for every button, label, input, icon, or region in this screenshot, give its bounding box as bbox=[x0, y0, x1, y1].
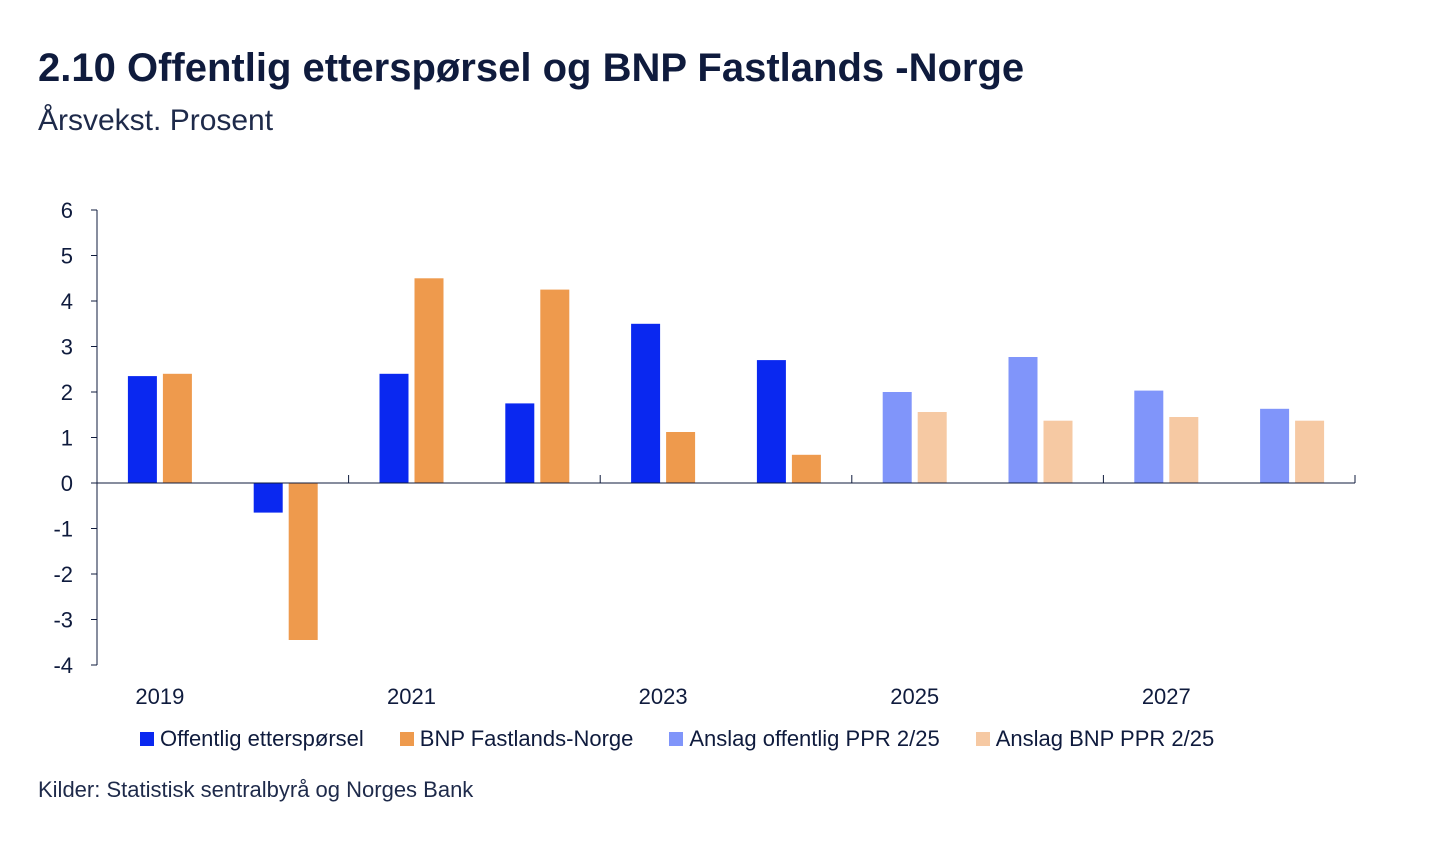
y-tick-label: -4 bbox=[53, 653, 73, 678]
bar-anslag-offentlig-ppr-2-25-2028 bbox=[1260, 408, 1290, 483]
bar-offentlig-ettersp-rsel-2024 bbox=[756, 360, 786, 483]
x-tick-label: 2027 bbox=[1142, 684, 1191, 709]
y-axis-labels: 6 5 4 3 2 1 0 -1 -2 -3 -4 bbox=[53, 198, 73, 678]
bar-anslag-bnp-ppr-2-25-2026 bbox=[1043, 420, 1073, 483]
bar-bnp-fastlands-norge-2019 bbox=[162, 373, 192, 483]
x-tick-label: 2021 bbox=[387, 684, 436, 709]
legend-swatch-anslag-bnp bbox=[975, 732, 990, 746]
x-tick-label: 2019 bbox=[135, 684, 184, 709]
legend-swatch-anslag-offentlig bbox=[669, 732, 684, 746]
legend-item-bnp: BNP Fastlands-Norge bbox=[399, 726, 634, 752]
y-tick-label: -1 bbox=[53, 517, 73, 542]
bar-offentlig-ettersp-rsel-2020 bbox=[253, 483, 283, 513]
y-tick-label: 1 bbox=[61, 426, 73, 451]
y-tick-label: 0 bbox=[61, 471, 73, 496]
bar-anslag-bnp-ppr-2-25-2025 bbox=[917, 412, 947, 483]
bar-offentlig-ettersp-rsel-2021 bbox=[379, 373, 409, 483]
x-tick-label: 2025 bbox=[890, 684, 939, 709]
y-tick-label: 6 bbox=[61, 198, 73, 223]
bar-bnp-fastlands-norge-2023 bbox=[666, 432, 696, 483]
y-tick-label: 5 bbox=[61, 244, 73, 269]
legend-label-offentlig: Offentlig etterspørsel bbox=[160, 726, 364, 751]
bar-bnp-fastlands-norge-2024 bbox=[791, 454, 821, 483]
source-note: Kilder: Statistisk sentralbyrå og Norges… bbox=[38, 777, 474, 802]
legend-swatch-offentlig bbox=[140, 732, 154, 746]
bar-anslag-offentlig-ppr-2-25-2025 bbox=[882, 392, 912, 483]
x-axis-labels: 2019 2021 2023 2025 2027 bbox=[135, 684, 1190, 709]
legend-item-anslag-bnp: Anslag BNP PPR 2/25 bbox=[975, 726, 1215, 752]
x-tick-label: 2023 bbox=[639, 684, 688, 709]
chart-subtitle: Årsvekst. Prosent bbox=[38, 104, 274, 137]
bar-bnp-fastlands-norge-2021 bbox=[414, 278, 444, 484]
legend: Offentlig etterspørsel BNP Fastlands-Nor… bbox=[140, 726, 1250, 752]
legend-swatch-bnp bbox=[399, 732, 414, 746]
legend-item-anslag-offentlig: Anslag offentlig PPR 2/25 bbox=[669, 726, 940, 752]
legend-item-offentlig: Offentlig etterspørsel bbox=[140, 726, 364, 752]
bar-offentlig-ettersp-rsel-2023 bbox=[631, 323, 661, 484]
bar-bnp-fastlands-norge-2020 bbox=[288, 483, 318, 640]
axes-layer bbox=[91, 209, 1356, 666]
y-tick-label: 3 bbox=[61, 335, 73, 360]
y-tick-label: 2 bbox=[61, 380, 73, 405]
bar-offentlig-ettersp-rsel-2022 bbox=[505, 403, 535, 483]
y-tick-label: 4 bbox=[61, 289, 73, 314]
bar-offentlig-ettersp-rsel-2019 bbox=[127, 376, 157, 483]
bar-bnp-fastlands-norge-2022 bbox=[540, 289, 570, 483]
legend-label-anslag-offentlig: Anslag offentlig PPR 2/25 bbox=[689, 726, 940, 751]
bars-layer bbox=[127, 278, 1325, 640]
y-tick-label: -3 bbox=[53, 608, 73, 633]
bar-anslag-offentlig-ppr-2-25-2026 bbox=[1008, 357, 1038, 483]
bar-anslag-offentlig-ppr-2-25-2027 bbox=[1134, 390, 1164, 483]
y-tick-label: -2 bbox=[53, 562, 73, 587]
legend-label-bnp: BNP Fastlands-Norge bbox=[419, 726, 634, 751]
legend-label-anslag-bnp: Anslag BNP PPR 2/25 bbox=[995, 726, 1215, 751]
chart-title: 2.10 Offentlig etterspørsel og BNP Fastl… bbox=[38, 46, 1025, 90]
bar-anslag-bnp-ppr-2-25-2027 bbox=[1169, 417, 1199, 483]
bar-anslag-bnp-ppr-2-25-2028 bbox=[1295, 420, 1325, 483]
